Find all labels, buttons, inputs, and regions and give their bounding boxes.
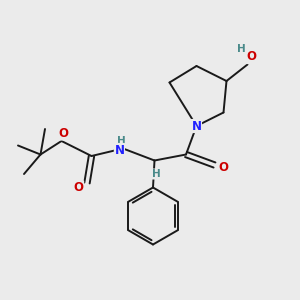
Text: H: H	[152, 169, 160, 179]
Text: O: O	[58, 127, 68, 140]
Text: N: N	[114, 143, 124, 157]
Text: H: H	[117, 136, 126, 146]
Text: H: H	[236, 44, 245, 54]
Text: N: N	[191, 119, 202, 133]
Text: O: O	[74, 181, 84, 194]
Text: O: O	[218, 161, 228, 174]
Text: O: O	[246, 50, 256, 64]
